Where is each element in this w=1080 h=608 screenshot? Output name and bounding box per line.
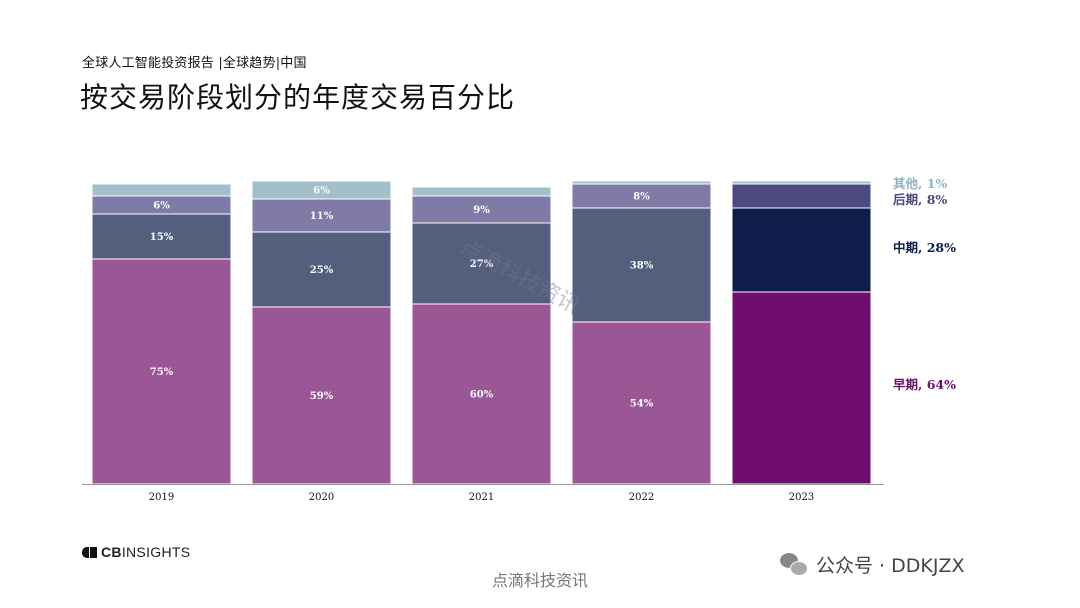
- wechat-icon: [780, 552, 808, 577]
- legend-entry-0: 其他, 1%: [893, 176, 947, 191]
- wechat-account: 公众号 · DDKJZX: [780, 551, 964, 578]
- bar-2022-series-0: [571, 321, 712, 485]
- data-label-2019-series-2: 6%: [153, 201, 170, 212]
- legend-entry-1: 后期, 8%: [893, 192, 947, 207]
- bottom-watermark: 点滴科技资讯: [491, 571, 588, 590]
- bar-2019-series-3: [91, 183, 232, 197]
- logo-prefix: CB: [101, 544, 122, 560]
- bar-2022-series-1: [571, 207, 712, 323]
- x-tick-label-2020: 2020: [309, 492, 334, 503]
- bar-2020-series-0: [251, 306, 392, 485]
- data-label-2019-series-1: 15%: [150, 232, 174, 243]
- bar-2021-series-0: [411, 303, 552, 485]
- report-subtitle: 全球人工智能投资报告 |全球趋势|中国: [82, 56, 307, 71]
- wechat-text: 公众号 · DDKJZX: [816, 555, 965, 577]
- data-label-2022-series-1: 38%: [630, 261, 654, 272]
- bar-2023-series-0: [731, 291, 872, 485]
- bar-2019-series-1: [91, 213, 232, 260]
- data-label-2020-series-2: 11%: [310, 211, 334, 222]
- x-tick-label-2022: 2022: [629, 492, 654, 503]
- bar-2022-series-2: [571, 183, 712, 209]
- data-label-2022-series-2: 8%: [633, 192, 650, 203]
- data-label-2019-series-0: 75%: [150, 367, 174, 378]
- cb-insights-logo: CBINSIGHTS: [82, 544, 190, 560]
- stacked-bar-chart: 75% 15% 6% 2019 59% 25% 11% 6% 2020 60% 27% 9% 2021 5…: [82, 176, 956, 503]
- bar-2019-series-0: [91, 258, 232, 485]
- bar-2020-series-3: [251, 180, 392, 200]
- data-label-2022-series-0: 54%: [630, 399, 654, 410]
- data-label-2020-series-0: 59%: [310, 391, 334, 402]
- data-label-2021-series-1: 27%: [470, 259, 494, 270]
- x-tick-label-2021: 2021: [469, 492, 494, 503]
- data-label-2021-series-2: 9%: [473, 205, 490, 216]
- bar-2023-series-2: [731, 183, 872, 209]
- legend-entry-2: 中期, 28%: [893, 240, 956, 255]
- x-tick-label-2019: 2019: [149, 492, 174, 503]
- cb-logo-icon: [82, 546, 97, 558]
- bar-2023-series-1: [731, 207, 872, 293]
- data-label-2021-series-0: 60%: [470, 390, 494, 401]
- x-tick-label-2023: 2023: [789, 492, 814, 503]
- legend-entry-3: 早期, 64%: [893, 377, 956, 392]
- page-title: 按交易阶段划分的年度交易百分比: [80, 81, 516, 114]
- bar-2022-series-3: [571, 180, 712, 185]
- data-label-2020-series-3: 6%: [313, 186, 330, 197]
- logo-suffix: INSIGHTS: [121, 544, 191, 560]
- data-label-2020-series-1: 25%: [310, 265, 334, 276]
- bar-2021-series-1: [411, 222, 552, 305]
- bar-2023-series-3: [731, 180, 872, 185]
- bar-2021-series-3: [411, 186, 552, 197]
